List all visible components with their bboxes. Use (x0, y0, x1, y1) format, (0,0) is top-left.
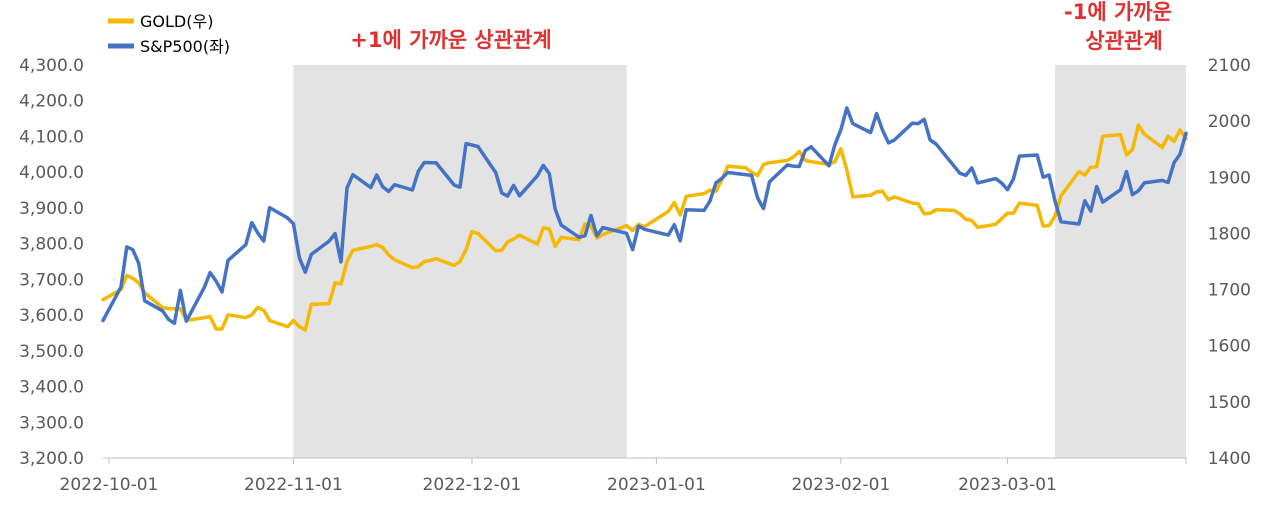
x-tick-label: 2022-12-01 (423, 475, 522, 495)
y-right-tick-label: 2100 (1208, 56, 1251, 76)
y-left-tick-label: 3,400.0 (19, 378, 84, 398)
y-left-tick-label: 4,000.0 (19, 163, 84, 183)
legend-item-gold: GOLD(우) (108, 12, 213, 31)
annotation-positive-correlation: +1에 가까운 상관관계 (350, 28, 551, 52)
annotations: +1에 가까운 상관관계 -1에 가까운 상관관계 (350, 0, 1172, 53)
annotation-negative-correlation-line2: 상관관계 (1085, 29, 1162, 53)
y-left-tick-label: 3,700.0 (19, 270, 84, 290)
y-left-tick-label: 3,800.0 (19, 235, 84, 255)
y-right-tick-label: 2000 (1208, 112, 1251, 132)
annotation-negative-correlation-line1: -1에 가까운 (1064, 0, 1172, 24)
series-line-sp500 (101, 106, 1188, 326)
y-left-tick-label: 3,500.0 (19, 342, 84, 362)
series-line-gold (101, 123, 1188, 332)
y-right-tick-label: 1600 (1208, 337, 1251, 357)
y-left-tick-label: 4,200.0 (19, 92, 84, 112)
x-tick-label: 2023-02-01 (791, 475, 890, 495)
x-tick-label: 2022-11-01 (244, 475, 343, 495)
y-left-tick-label: 3,300.0 (19, 413, 84, 433)
x-tick-label: 2023-01-01 (607, 475, 706, 495)
y-right-tick-label: 1700 (1208, 281, 1251, 301)
y-right-tick-label: 1900 (1208, 168, 1251, 188)
x-tick-label: 2022-10-01 (60, 475, 159, 495)
legend-item-sp500: S&P500(좌) (108, 37, 230, 56)
y-right-tick-label: 1800 (1208, 224, 1251, 244)
y-right-tick-label: 1400 (1208, 449, 1251, 469)
y-left-tick-label: 4,300.0 (19, 56, 84, 76)
shaded-region-negative (1055, 65, 1186, 458)
y-left-ticks: 4,300.0 4,200.0 4,100.0 4,000.0 3,900.0 3,800… (19, 56, 84, 469)
series-lines (101, 106, 1188, 332)
legend: GOLD(우) S&P500(좌) (108, 12, 230, 56)
y-left-tick-label: 3,600.0 (19, 306, 84, 326)
y-right-ticks: 2100 2000 1900 1800 1700 1600 1500 1400 (1208, 56, 1251, 469)
legend-label-gold: GOLD(우) (140, 12, 213, 31)
y-right-tick-label: 1500 (1208, 393, 1251, 413)
y-left-tick-label: 4,100.0 (19, 127, 84, 147)
y-left-tick-label: 3,200.0 (19, 449, 84, 469)
y-left-tick-label: 3,900.0 (19, 199, 84, 219)
x-ticks: 2022-10-01 2022-11-01 2022-12-01 2023-01-01… (60, 458, 1187, 495)
legend-label-sp500: S&P500(좌) (140, 37, 230, 56)
x-tick-label: 2023-03-01 (958, 475, 1057, 495)
